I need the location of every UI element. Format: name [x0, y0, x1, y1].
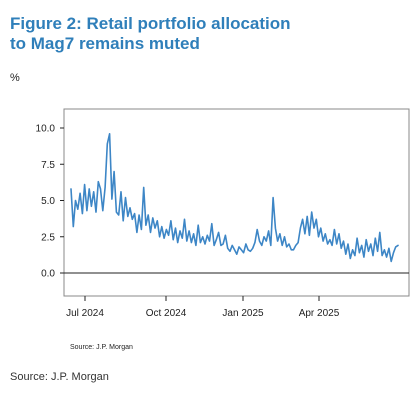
y-tick-label: 5.0 — [41, 196, 55, 207]
y-tick-label: 2.5 — [41, 232, 55, 243]
x-tick-label: Jul 2024 — [66, 308, 104, 319]
y-axis-unit: % — [10, 72, 20, 84]
x-tick-label: Jan 2025 — [222, 308, 264, 319]
y-tick-label: 10.0 — [36, 124, 56, 135]
y-tick-label: 0.0 — [41, 269, 55, 280]
x-tick-label: Apr 2025 — [299, 308, 340, 319]
chart-inner-source-note: Source: J.P. Morgan — [70, 344, 133, 351]
source-note: Source: J.P. Morgan — [10, 371, 109, 383]
chart-title: Figure 2: Retail portfolio allocation to… — [10, 14, 291, 53]
allocation-series-line — [70, 133, 399, 263]
x-tick-label: Oct 2024 — [146, 308, 187, 319]
y-tick-label: 7.5 — [41, 160, 55, 171]
